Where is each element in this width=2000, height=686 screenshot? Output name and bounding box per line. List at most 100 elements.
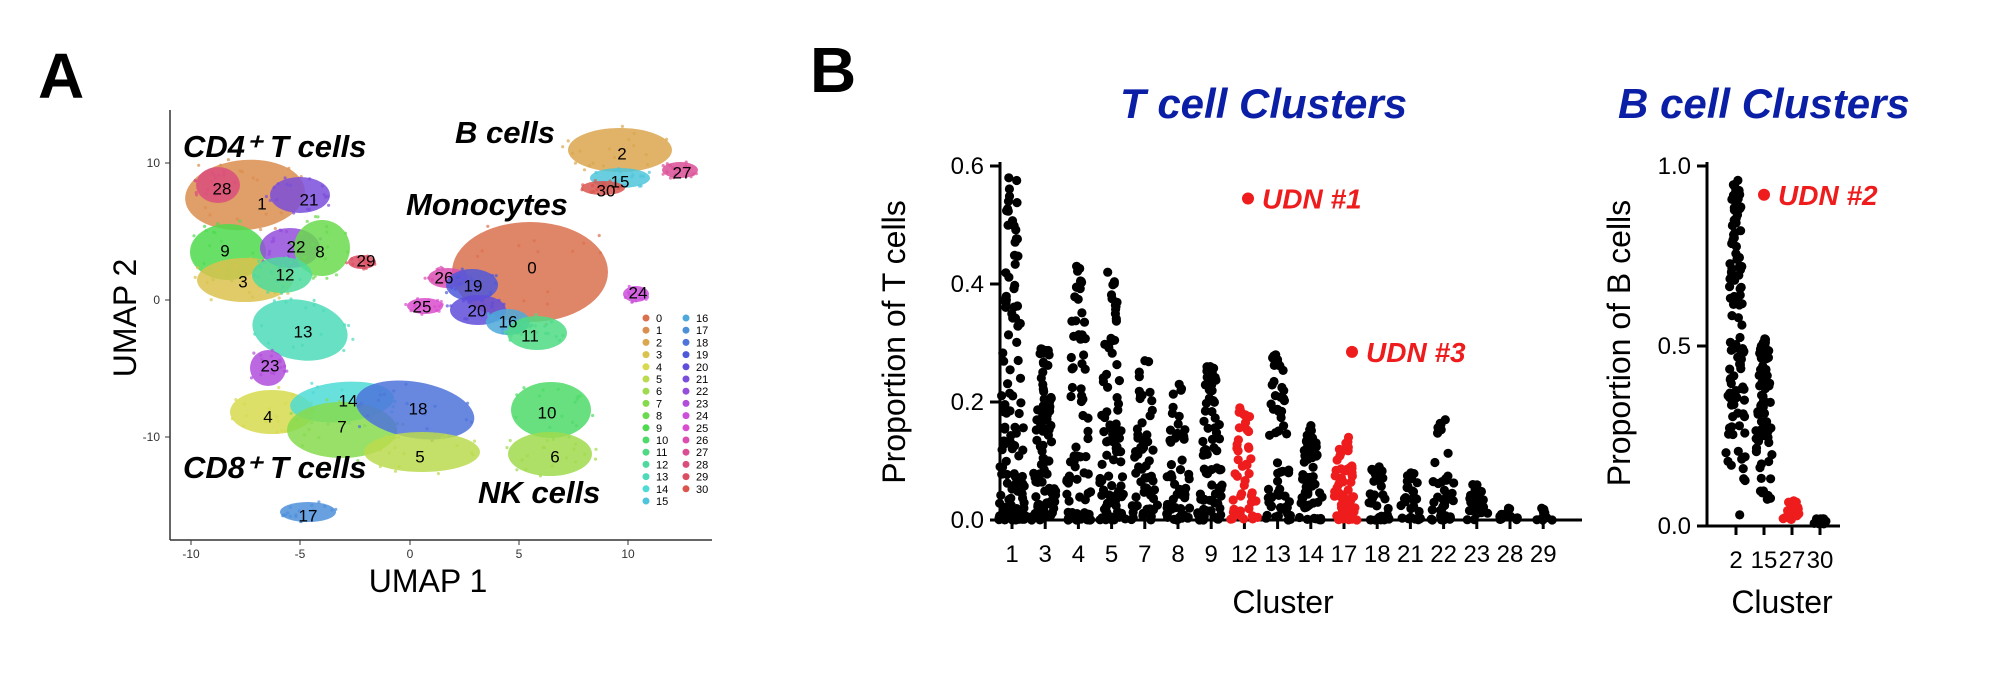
umap-cluster-19-point	[444, 291, 449, 295]
umap-cluster-29-point	[345, 261, 349, 265]
umap-cluster-29-point	[363, 261, 367, 265]
umap-cluster-17-point	[288, 505, 292, 509]
umap-cluster-24-point	[623, 295, 628, 299]
data-point	[1737, 384, 1747, 394]
umap-cluster-12-point	[298, 277, 302, 282]
umap-cluster-2-point	[632, 131, 636, 136]
umap-cluster-label: 12	[276, 265, 295, 284]
data-point	[1141, 461, 1151, 471]
umap-cluster-11-point	[549, 320, 554, 324]
umap-cluster-27-point	[684, 174, 689, 178]
umap-cluster-28-point	[193, 178, 197, 183]
data-point	[1343, 485, 1353, 495]
umap-legend-label: 15	[656, 496, 668, 508]
umap-cluster-23-point	[270, 348, 274, 352]
umap-cluster-13-point	[289, 297, 293, 301]
data-point	[1209, 498, 1219, 508]
umap-cluster-8-point	[343, 231, 348, 235]
data-point	[1134, 367, 1144, 377]
data-point	[1449, 478, 1459, 488]
data-point	[1179, 434, 1189, 444]
x-tick-label: 28	[1497, 541, 1524, 568]
data-point	[1095, 515, 1105, 525]
x-tick-label: 1	[1005, 541, 1018, 568]
data-point	[1113, 405, 1123, 415]
data-point	[1737, 320, 1747, 330]
data-point	[1175, 465, 1186, 475]
data-point	[1447, 488, 1457, 498]
data-point	[1007, 216, 1018, 226]
umap-cluster-11-point	[544, 331, 548, 335]
data-point	[1014, 408, 1024, 419]
umap-cluster-2-point	[644, 153, 648, 157]
umap-cluster-13-point	[319, 332, 323, 336]
umap-cluster-1-point	[273, 226, 277, 231]
data-point	[1170, 503, 1180, 513]
umap-cluster-5-point	[455, 444, 459, 448]
data-point	[1142, 483, 1152, 493]
umap-cluster-label: 5	[415, 447, 424, 466]
umap-x-tick-label: 10	[621, 547, 635, 561]
data-point	[1341, 439, 1351, 449]
umap-legend-swatch	[642, 448, 650, 456]
data-point	[1079, 468, 1089, 478]
umap-cluster-4-point	[244, 414, 248, 418]
data-point	[1276, 392, 1286, 402]
data-point	[1234, 407, 1244, 417]
data-point	[1427, 505, 1437, 515]
data-point	[1102, 450, 1112, 460]
umap-cluster-13-point	[266, 341, 270, 345]
umap-cluster-13-point	[259, 324, 264, 328]
data-point	[1071, 282, 1082, 292]
umap-cluster-label: 13	[294, 322, 313, 341]
umap-cluster-23-point	[269, 371, 274, 375]
umap-cluster-11-point	[533, 324, 537, 328]
data-point	[1104, 471, 1114, 481]
data-point	[1243, 442, 1254, 452]
umap-cluster-0-point	[486, 224, 490, 228]
data-point	[1283, 515, 1293, 525]
data-point	[1537, 513, 1547, 523]
umap-cluster-7-point	[337, 399, 341, 404]
umap-cluster-label: 20	[468, 301, 487, 320]
umap-cluster-17-point	[330, 508, 334, 512]
umap-cluster-1-point	[208, 213, 212, 217]
data-point	[1168, 389, 1178, 399]
data-point	[1436, 419, 1446, 429]
data-point	[1278, 365, 1288, 375]
umap-cluster-28-point	[222, 173, 226, 177]
umap-cluster-30-point	[603, 185, 607, 189]
data-point	[1134, 462, 1144, 472]
umap-cluster-30-point	[610, 185, 615, 189]
data-point	[1269, 351, 1279, 361]
umap-cluster-23-point	[260, 357, 264, 361]
data-point	[1107, 515, 1117, 525]
umap-cluster-6-point	[520, 458, 524, 462]
umap-cluster-20-point	[472, 298, 477, 302]
umap-cluster-18-point	[404, 382, 408, 386]
data-point	[1727, 270, 1737, 280]
umap-cluster-27-point	[694, 172, 698, 176]
umap-cluster-8-point	[334, 273, 338, 277]
umap-cluster-13-point	[347, 323, 351, 328]
umap-legend-label: 17	[696, 325, 708, 337]
umap-legend-swatch	[642, 338, 650, 346]
umap-legend-swatch	[682, 399, 690, 407]
t-y-ticks: 0.0 0.2 0.4 0.6	[951, 153, 1000, 534]
umap-cluster-18-point	[359, 402, 363, 406]
umap-cluster-10-point	[549, 409, 553, 413]
data-point	[997, 391, 1007, 401]
umap-cluster-0-point	[546, 290, 550, 294]
umap-cluster-16-point	[501, 331, 505, 335]
x-tick-label: 30	[1807, 547, 1834, 574]
umap-cluster-17-blob	[280, 502, 336, 522]
umap-cluster-7-point	[307, 428, 311, 432]
umap-cluster-4-point	[267, 407, 271, 411]
umap-legend-label: 22	[696, 386, 708, 398]
umap-legend-label: 30	[696, 484, 708, 496]
umap-cluster-25-point	[416, 297, 420, 301]
umap-legend-swatch	[682, 448, 690, 456]
data-point	[1110, 300, 1120, 310]
umap-cluster-12-point	[252, 273, 257, 277]
